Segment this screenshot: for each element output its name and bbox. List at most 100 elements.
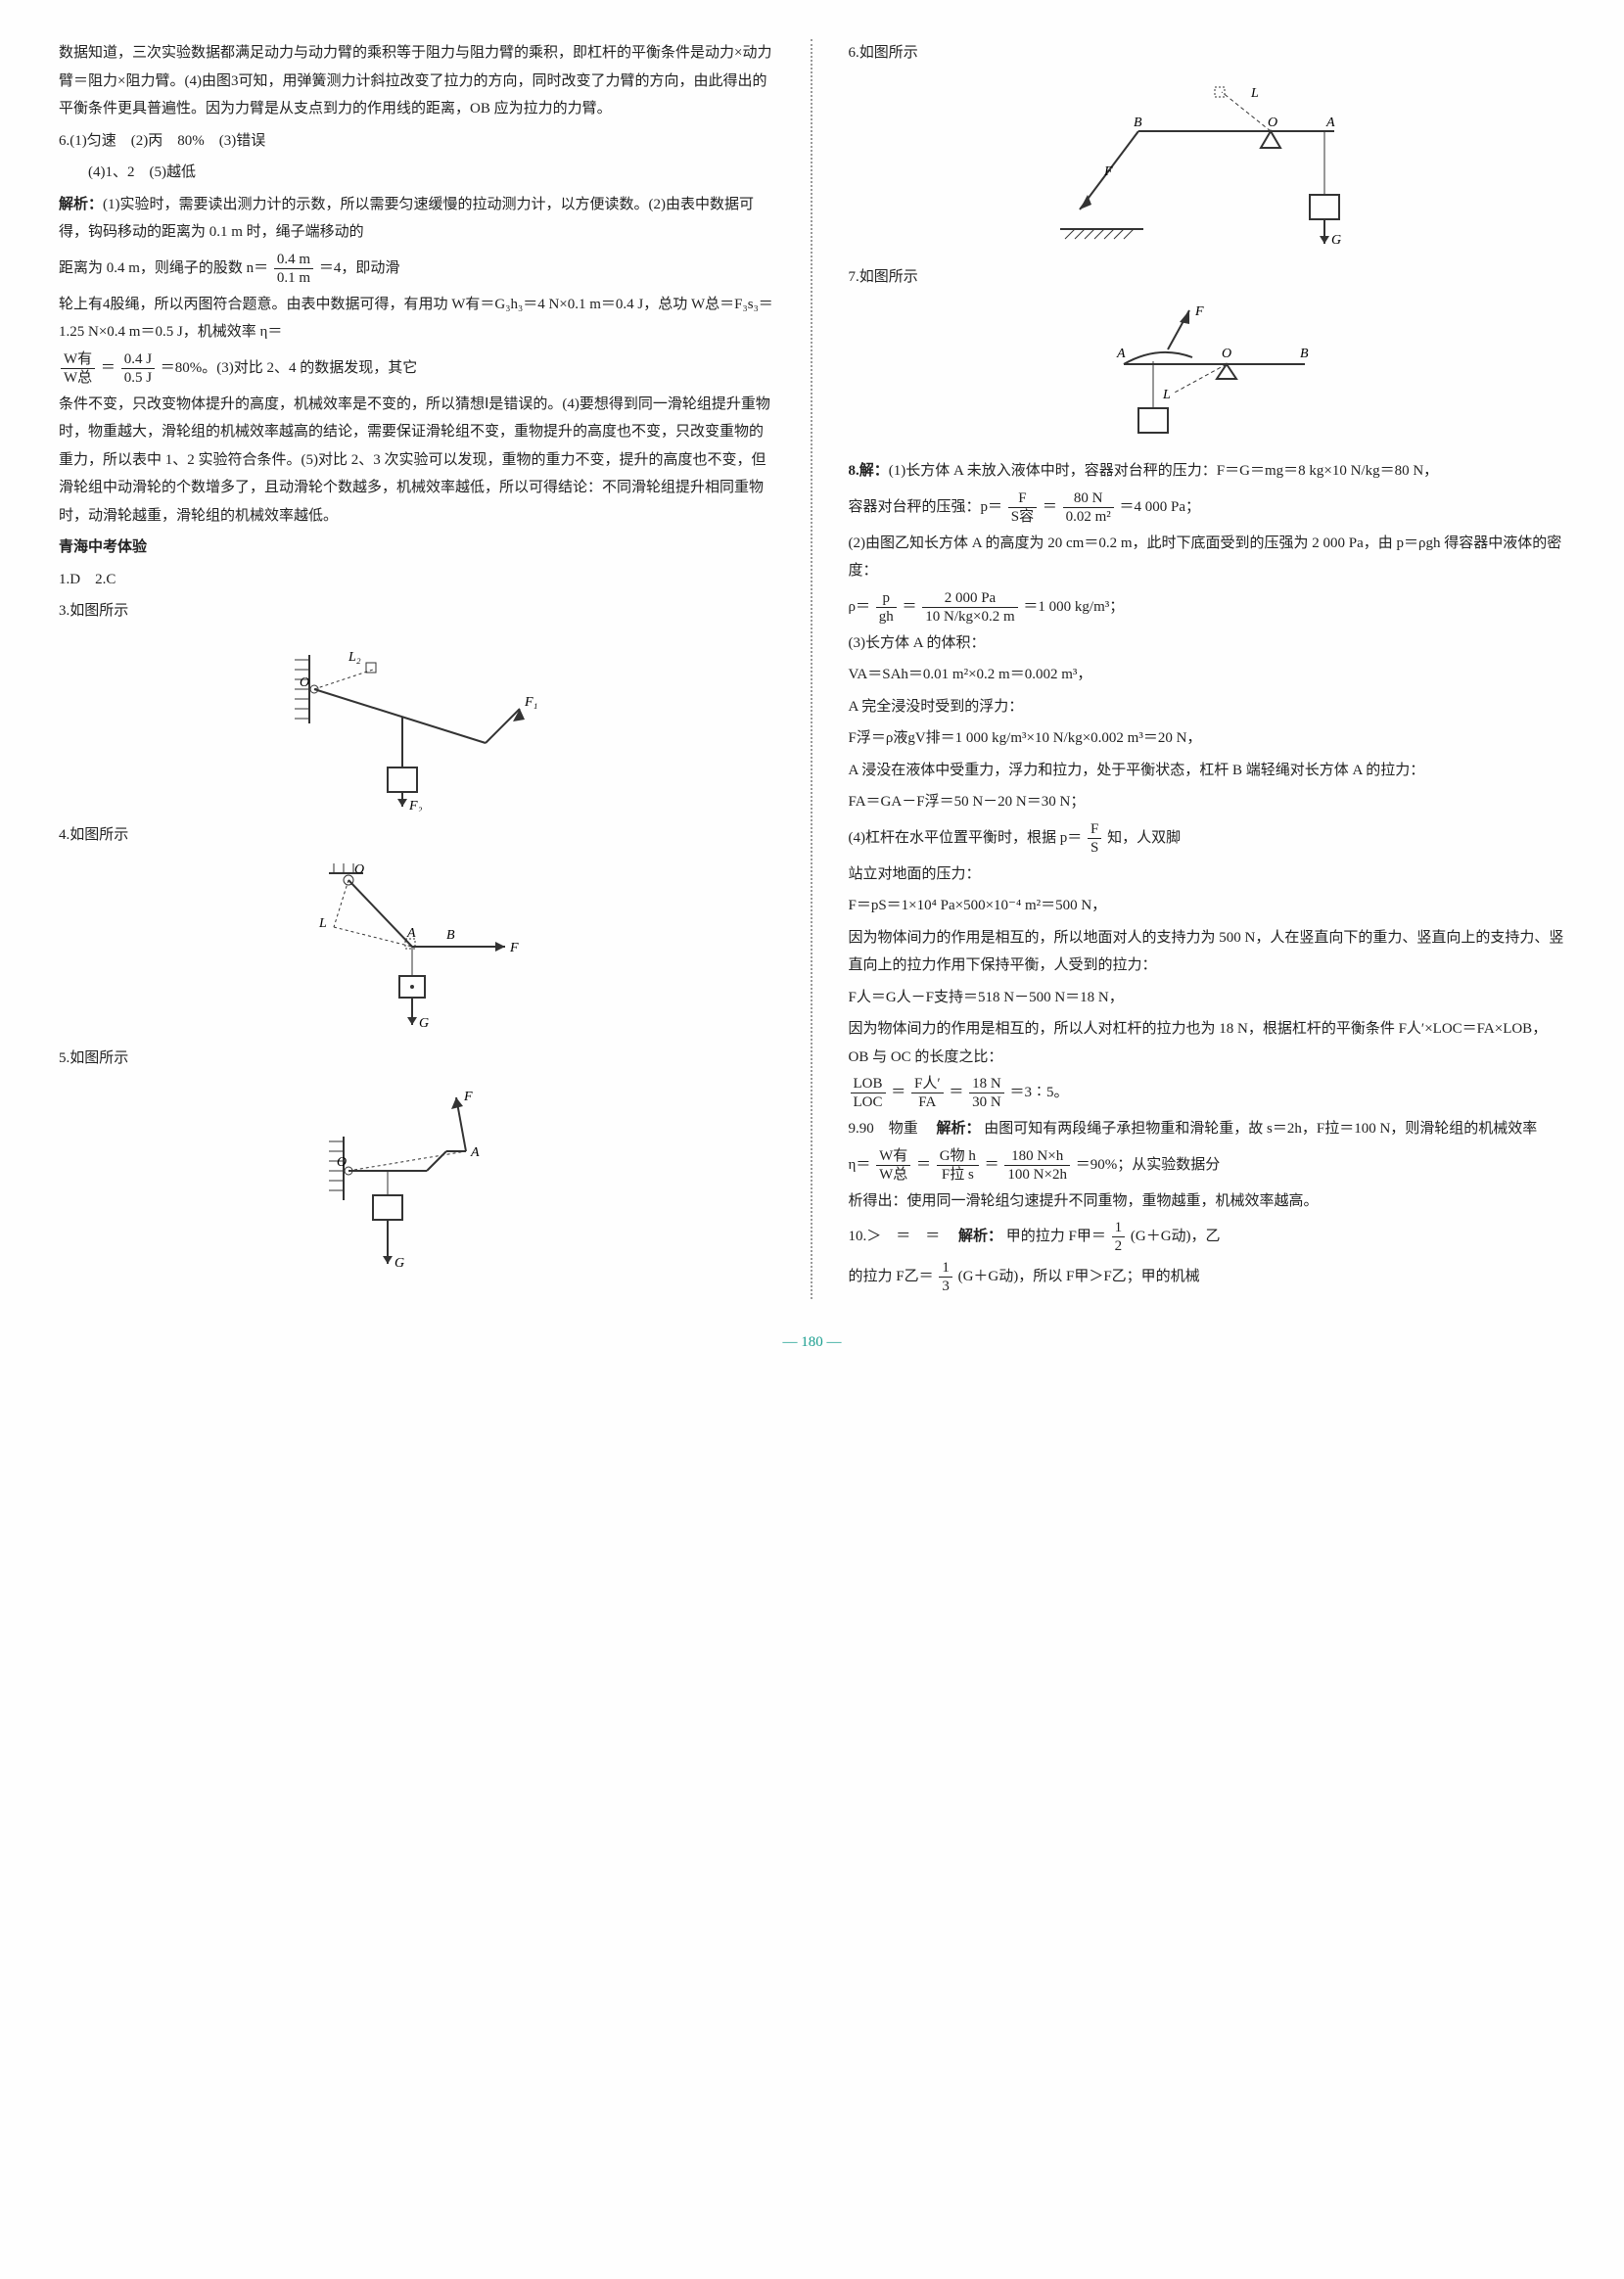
paragraph: 因为物体间力的作用是相互的，所以人对杠杆的拉力也为 18 N，根据杠杆的平衡条件… (849, 1015, 1566, 1071)
paragraph: F浮＝ρ液gV排＝1 000 kg/m³×10 N/kg×0.002 m³＝20… (849, 724, 1566, 753)
two-column-layout: 数据知道，三次实验数据都满足动力与动力臂的乘积等于阻力与阻力臂的乘积，即杠杆的平… (59, 39, 1565, 1299)
svg-text:O: O (337, 1155, 347, 1170)
label-analysis: 解析： (958, 1229, 1002, 1244)
q10: 10.＞ ＝ ＝ 解析： 甲的拉力 F甲＝ 12 (G＋G动)，乙 (849, 1219, 1566, 1255)
text: (1)实验时，需要读出测力计的示数，所以需要匀速缓慢的拉动测力计，以方便读数。(… (59, 197, 754, 241)
numerator: 0.4 J (121, 350, 155, 369)
svg-text:G: G (419, 1016, 429, 1031)
denominator: 0.1 m (274, 269, 313, 287)
svg-text:A: A (1325, 116, 1335, 130)
text: 距离为 0.4 m，则绳子的股数 n＝ (59, 259, 268, 275)
paragraph: 轮上有4股绳，所以丙图符合题意。由表中数据可得，有用功 W有＝G₃h₃＝4 N×… (59, 291, 776, 347)
text: ＝ (1043, 498, 1057, 514)
text: ＝ (891, 1085, 905, 1100)
svg-text:F: F (509, 941, 519, 955)
lever-diagram-3: O L₂ F₁ F₂ (290, 635, 544, 812)
diagram-7: A O B F L (849, 301, 1566, 447)
text: ＝80%。(3)对比 2、4 的数据发现，其它 (161, 359, 418, 375)
svg-text:O: O (300, 675, 309, 690)
denominator: S (1088, 839, 1101, 857)
q10-ans: 10.＞ ＝ ＝ (849, 1229, 955, 1244)
lever-diagram-6: B O A F L G (1050, 77, 1364, 254)
q9-math: η＝ W有W总 ＝ G物 hF拉 s ＝ 180 N×h100 N×2h ＝90… (849, 1147, 1566, 1184)
paragraph: F人＝G人－F支持＝518 N－500 N＝18 N， (849, 984, 1566, 1012)
denominator: 3 (939, 1278, 952, 1295)
svg-text:A: A (1116, 347, 1126, 361)
numerator: 18 N (969, 1075, 1004, 1093)
fraction: 18 N30 N (969, 1075, 1004, 1111)
lever-diagram-4: O F L A B G (309, 859, 525, 1035)
numerator: G物 h (937, 1147, 979, 1166)
label: 8.解： (849, 463, 889, 479)
denominator: S容 (1008, 508, 1037, 526)
denominator: LOC (851, 1093, 886, 1111)
paragraph: VA＝SAh＝0.01 m²×0.2 m＝0.002 m³， (849, 661, 1566, 689)
q6-math-line: 距离为 0.4 m，则绳子的股数 n＝ 0.4 m 0.1 m ＝4，即动滑 (59, 251, 776, 287)
fraction: F人′FA (911, 1075, 944, 1111)
text: 由图可知有两段绳子承担物重和滑轮重，故 s＝2h，F拉＝100 N，则滑轮组的机… (984, 1121, 1537, 1137)
diagram-3: O L₂ F₁ F₂ (59, 635, 776, 812)
paragraph: A 浸没在液体中受重力，浮力和拉力，处于平衡状态，杠杆 B 端轻绳对长方体 A … (849, 757, 1566, 785)
text: η＝ (849, 1156, 871, 1172)
text: 容器对台秤的压强：p＝ (849, 498, 1003, 514)
fraction: FS (1088, 820, 1101, 857)
svg-text:F: F (1194, 304, 1204, 319)
diagram-6: B O A F L G (849, 77, 1566, 254)
text: ＝ (101, 359, 116, 375)
q6-line2: (4)1、2 (5)越低 (59, 159, 776, 187)
text: 知，人双脚 (1107, 829, 1181, 845)
svg-text:A: A (470, 1145, 480, 1160)
svg-text:L₂: L₂ (348, 650, 361, 665)
svg-text:O: O (354, 862, 364, 877)
paragraph: (2)由图乙知长方体 A 的高度为 20 cm＝0.2 m，此时下底面受到的压强… (849, 530, 1566, 585)
text: ＝4，即动滑 (319, 259, 400, 275)
denominator: W总 (876, 1166, 910, 1184)
denominator: W总 (61, 369, 95, 387)
paragraph: 析得出：使用同一滑轮组匀速提升不同重物，重物越重，机械效率越高。 (849, 1187, 1566, 1216)
text: (1)长方体 A 未放入液体中时，容器对台秤的压力：F＝G＝mg＝8 kg×10… (889, 463, 1438, 479)
denominator: 100 N×2h (1004, 1166, 1070, 1184)
q7: 7.如图所示 (849, 263, 1566, 292)
q9: 9.90 物重 解析： 由图可知有两段绳子承担物重和滑轮重，故 s＝2h，F拉＝… (849, 1115, 1566, 1143)
svg-text:L: L (318, 916, 327, 931)
q6-explanation: 解析：(1)实验时，需要读出测力计的示数，所以需要匀速缓慢的拉动测力计，以方便读… (59, 191, 776, 247)
column-divider (811, 39, 814, 1299)
svg-text:L: L (1250, 86, 1259, 101)
svg-text:O: O (1268, 116, 1277, 130)
page-number: — 180 — (59, 1328, 1565, 1357)
q8-4a: (4)杠杆在水平位置平衡时，根据 p＝ FS 知，人双脚 (849, 820, 1566, 857)
fraction: 0.4 m 0.1 m (274, 251, 313, 287)
lever-diagram-7: A O B F L (1080, 301, 1334, 447)
paragraph: FA＝GA－F浮＝50 N－20 N＝30 N； (849, 788, 1566, 816)
svg-text:A: A (406, 926, 416, 941)
svg-text:G: G (394, 1256, 404, 1271)
section-title: 青海中考体验 (59, 534, 776, 562)
svg-text:F₂: F₂ (408, 799, 423, 812)
q4: 4.如图所示 (59, 821, 776, 850)
numerator: W有 (61, 350, 95, 369)
numerator: 80 N (1063, 489, 1114, 508)
q1-q2: 1.D 2.C (59, 566, 776, 594)
denominator: FA (911, 1093, 944, 1111)
paragraph: A 完全浸没时受到的浮力： (849, 693, 1566, 721)
denominator: 2 (1112, 1237, 1126, 1255)
numerator: p (876, 589, 897, 608)
text: ＝4 000 Pa； (1120, 498, 1201, 514)
text: ρ＝ (849, 598, 871, 614)
fraction: 180 N×h100 N×2h (1004, 1147, 1070, 1184)
pagenum-value: 180 (801, 1334, 823, 1350)
text: (G＋G动)，所以 F甲＞F乙；甲的机械 (958, 1269, 1200, 1284)
lever-diagram-5: O F A G (319, 1083, 515, 1279)
fraction: G物 hF拉 s (937, 1147, 979, 1184)
numerator: 1 (1112, 1219, 1126, 1237)
q6-line1: 6.(1)匀速 (2)丙 80% (3)错误 (59, 127, 776, 156)
text: ＝ (903, 598, 917, 614)
svg-text:F: F (1103, 164, 1113, 179)
text: 的拉力 F乙＝ (849, 1269, 934, 1284)
q6-math-line2: W有 W总 ＝ 0.4 J 0.5 J ＝80%。(3)对比 2、4 的数据发现… (59, 350, 776, 387)
q8-2b: ρ＝ pgh ＝ 2 000 Pa10 N/kg×0.2 m ＝1 000 kg… (849, 589, 1566, 626)
fraction: 0.4 J 0.5 J (121, 350, 155, 387)
q9-ans: 9.90 物重 (849, 1121, 933, 1137)
label-analysis: 解析： (59, 197, 103, 212)
paragraph: 条件不变，只改变物体提升的高度，机械效率是不变的，所以猜想Ⅰ是错误的。(4)要想… (59, 391, 776, 531)
